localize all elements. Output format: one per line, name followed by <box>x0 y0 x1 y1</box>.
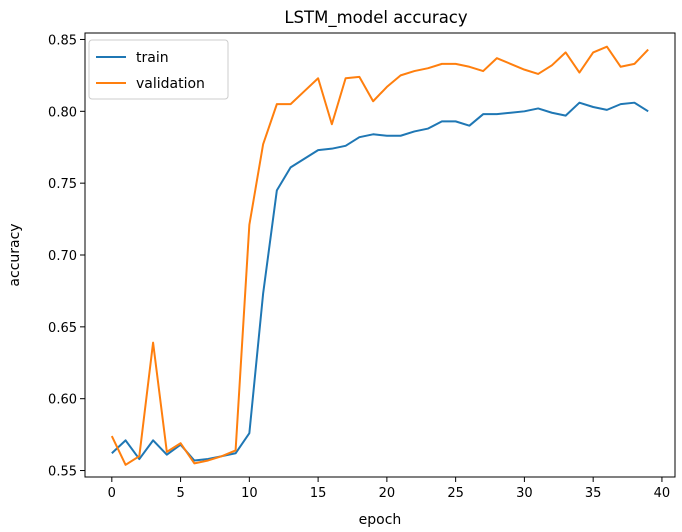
x-axis-label: epoch <box>359 512 402 528</box>
chart-title: LSTM_model accuracy <box>284 8 468 28</box>
y-tick-label: 0.55 <box>48 465 77 480</box>
plot-frame <box>84 32 676 478</box>
legend-label-train: train <box>136 50 169 66</box>
series-line-validation <box>110 45 649 466</box>
series-line-train <box>111 101 649 462</box>
y-tick-label: 0.65 <box>48 321 77 336</box>
y-axis-ticks: 0.55 0.60 0.65 0.70 0.75 0.80 0.85 <box>48 33 85 480</box>
x-tick-label: 35 <box>585 486 602 501</box>
x-tick-label: 40 <box>654 486 671 501</box>
x-tick-label: 10 <box>241 486 258 501</box>
x-tick-label: 15 <box>310 486 327 501</box>
x-tick-label: 0 <box>108 486 116 501</box>
plot-lines <box>110 45 649 466</box>
legend-box <box>88 39 229 100</box>
x-axis-ticks: 0 5 10 15 20 25 30 35 40 <box>108 477 671 501</box>
x-tick-label: 25 <box>447 486 464 501</box>
y-tick-label: 0.80 <box>48 105 77 120</box>
y-tick-label: 0.70 <box>48 249 77 264</box>
y-tick-label: 0.75 <box>48 177 77 192</box>
y-tick-label: 0.85 <box>48 33 77 48</box>
x-tick-label: 30 <box>516 486 533 501</box>
x-tick-label: 5 <box>176 486 184 501</box>
y-axis-label: accuracy <box>7 223 23 286</box>
legend: train validation <box>88 39 229 100</box>
y-tick-label: 0.60 <box>48 393 77 408</box>
legend-label-validation: validation <box>136 76 205 92</box>
x-tick-label: 20 <box>379 486 396 501</box>
